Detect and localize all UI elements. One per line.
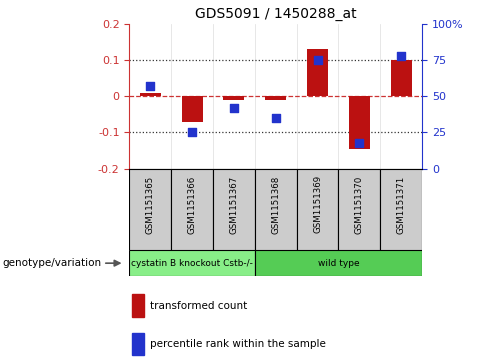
Text: percentile rank within the sample: percentile rank within the sample — [150, 339, 325, 349]
Text: GSM1151367: GSM1151367 — [229, 175, 239, 233]
Bar — [182, 96, 203, 122]
Point — [188, 130, 196, 135]
Bar — [255, 250, 422, 276]
Text: GSM1151371: GSM1151371 — [397, 175, 406, 233]
Text: GSM1151369: GSM1151369 — [313, 175, 322, 233]
Bar — [132, 333, 144, 355]
Title: GDS5091 / 1450288_at: GDS5091 / 1450288_at — [195, 7, 357, 21]
Bar — [171, 169, 213, 250]
Text: cystatin B knockout Cstb-/-: cystatin B knockout Cstb-/- — [131, 259, 253, 268]
Text: GSM1151368: GSM1151368 — [271, 175, 280, 233]
Bar — [132, 294, 144, 317]
Bar — [224, 96, 244, 100]
Point — [230, 105, 238, 111]
Point — [146, 83, 154, 89]
Bar — [380, 169, 422, 250]
Bar — [129, 250, 255, 276]
Point — [272, 115, 280, 121]
Bar — [307, 49, 328, 96]
Text: GSM1151365: GSM1151365 — [146, 175, 155, 233]
Bar — [129, 169, 171, 250]
Bar — [297, 169, 339, 250]
Text: GSM1151366: GSM1151366 — [187, 175, 197, 233]
Bar — [265, 96, 286, 100]
Point — [397, 53, 405, 58]
Bar — [255, 169, 297, 250]
Point — [314, 57, 322, 63]
Bar — [349, 96, 370, 149]
Text: transformed count: transformed count — [150, 301, 247, 310]
Text: genotype/variation: genotype/variation — [2, 258, 102, 268]
Text: wild type: wild type — [318, 259, 359, 268]
Bar — [339, 169, 380, 250]
Bar — [140, 93, 161, 96]
Bar — [391, 60, 412, 96]
Bar — [213, 169, 255, 250]
Point — [355, 140, 363, 146]
Text: GSM1151370: GSM1151370 — [355, 175, 364, 233]
